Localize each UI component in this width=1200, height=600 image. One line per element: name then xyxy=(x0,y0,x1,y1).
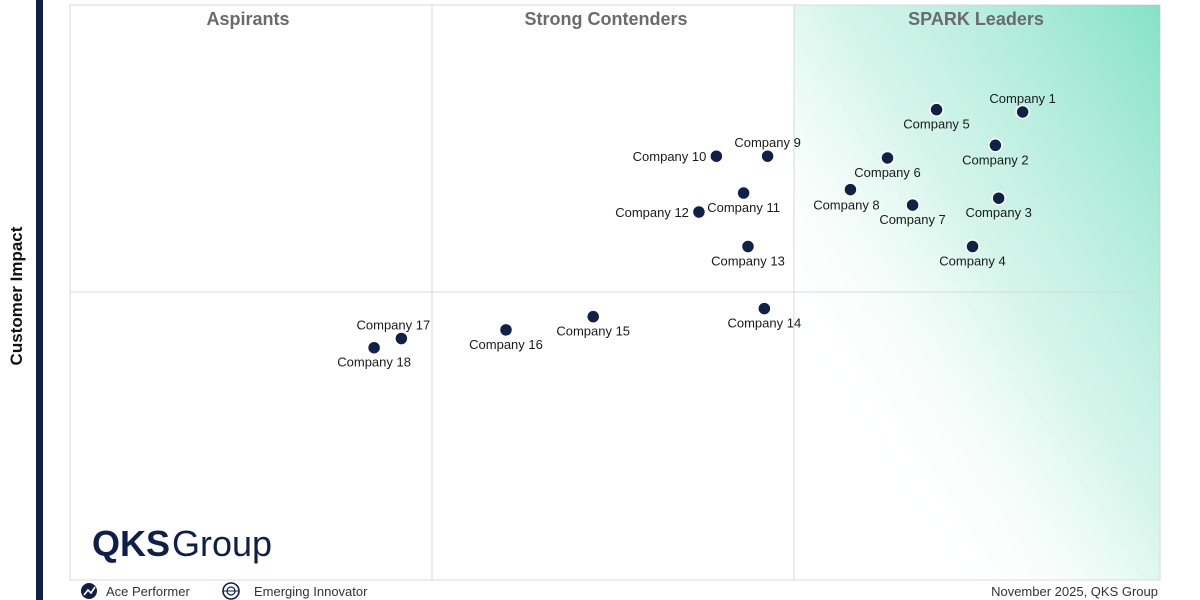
point-company-14: Company 14 xyxy=(727,301,801,331)
globe-icon xyxy=(222,582,240,600)
trend-up-icon xyxy=(81,583,97,599)
marker-company-18 xyxy=(366,340,382,355)
point-company-2: Company 2 xyxy=(962,138,1029,167)
point-company-13: Company 13 xyxy=(711,239,785,269)
marker-company-10 xyxy=(709,148,724,164)
label-company-18: Company 18 xyxy=(337,355,411,370)
label-company-16: Company 16 xyxy=(469,337,543,352)
quadrant-title-spark-leaders: SPARK Leaders xyxy=(908,9,1044,29)
point-company-11: Company 11 xyxy=(707,185,780,215)
point-company-1: Company 1 xyxy=(989,91,1056,120)
label-company-9: Company 9 xyxy=(734,135,800,150)
point-company-17: Company 17 xyxy=(357,318,431,346)
point-company-4: Company 4 xyxy=(939,239,1006,269)
label-company-3: Company 3 xyxy=(965,205,1031,220)
point-company-18: Company 18 xyxy=(337,340,411,370)
marker-company-12 xyxy=(691,204,707,220)
label-company-8: Company 8 xyxy=(813,198,879,213)
label-company-15: Company 15 xyxy=(556,324,630,339)
point-company-5: Company 5 xyxy=(903,102,970,132)
label-company-1: Company 1 xyxy=(989,91,1055,106)
point-company-10: Company 10 xyxy=(633,148,724,164)
logo-qks: QKS xyxy=(92,523,170,564)
points-layer: Company 1 Company 2 Company 3 Company 4 Comp… xyxy=(337,91,1056,370)
point-company-12: Company 12 xyxy=(615,204,707,220)
label-company-6: Company 6 xyxy=(854,165,920,180)
marker-company-14 xyxy=(757,301,772,316)
label-company-17: Company 17 xyxy=(357,318,431,333)
quadrant-title-strong-contenders: Strong Contenders xyxy=(524,9,687,29)
marker-company-6 xyxy=(880,150,895,166)
logo: QKSGroup xyxy=(92,523,272,564)
marker-company-17 xyxy=(394,331,409,346)
marker-company-1 xyxy=(1015,104,1030,120)
legend: Ace Performer Emerging Innovator xyxy=(81,582,368,600)
marker-company-2 xyxy=(988,138,1003,153)
legend-emerging-innovator: Emerging Innovator xyxy=(254,584,368,599)
logo-group: Group xyxy=(172,523,272,564)
marker-company-4 xyxy=(965,239,980,254)
point-company-3: Company 3 xyxy=(965,190,1032,220)
label-company-5: Company 5 xyxy=(903,117,969,132)
point-company-6: Company 6 xyxy=(854,150,921,180)
label-company-10: Company 10 xyxy=(633,149,707,164)
point-company-15: Company 15 xyxy=(556,309,630,339)
label-company-11: Company 11 xyxy=(707,200,780,215)
quadrant-title-aspirants: Aspirants xyxy=(206,9,289,29)
marker-company-8 xyxy=(843,182,858,197)
point-company-8: Company 8 xyxy=(813,182,880,213)
marker-company-13 xyxy=(740,239,756,254)
marker-company-16 xyxy=(498,322,514,338)
marker-company-11 xyxy=(736,185,751,201)
marker-company-15 xyxy=(585,309,601,324)
y-axis-label: Customer Impact xyxy=(7,226,26,365)
point-company-16: Company 16 xyxy=(469,322,543,352)
label-company-14: Company 14 xyxy=(727,316,801,331)
point-company-7: Company 7 xyxy=(879,197,946,227)
point-company-9: Company 9 xyxy=(734,135,801,164)
marker-company-5 xyxy=(929,102,944,117)
label-company-13: Company 13 xyxy=(711,254,785,269)
legend-ace-performer: Ace Performer xyxy=(106,584,190,599)
label-company-4: Company 4 xyxy=(939,254,1005,269)
label-company-12: Company 12 xyxy=(615,205,689,220)
footer-note: November 2025, QKS Group xyxy=(991,584,1158,599)
label-company-2: Company 2 xyxy=(962,152,1028,167)
marker-company-9 xyxy=(760,148,775,164)
left-border-bar xyxy=(36,0,43,600)
marker-company-3 xyxy=(991,190,1006,206)
label-company-7: Company 7 xyxy=(879,212,945,227)
marker-company-7 xyxy=(905,197,920,213)
